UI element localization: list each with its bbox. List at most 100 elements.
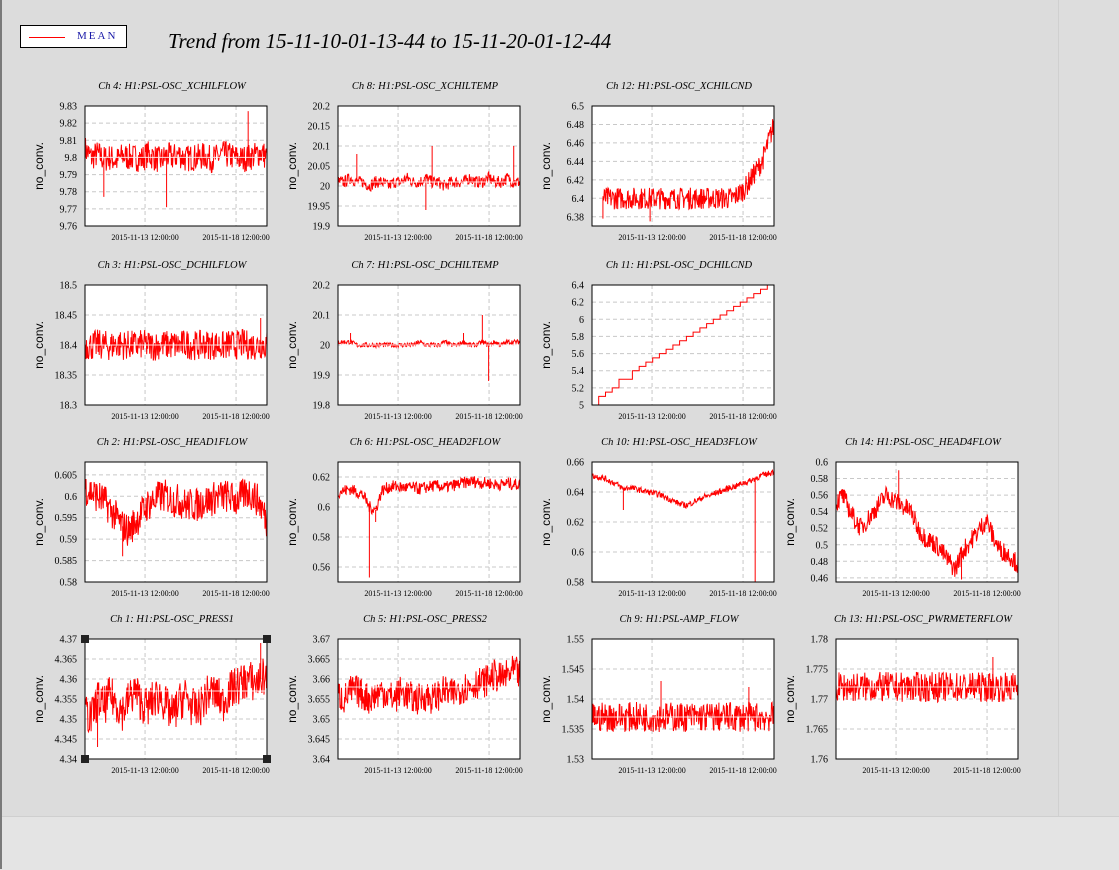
chart-panel: Ch 4: H1:PSL-OSC_XCHILFLOW 9.83 9.82 9.81 9.…	[32, 81, 270, 242]
x-tick-label: 2015-11-13 12:00:00	[111, 766, 178, 775]
series-line	[591, 701, 775, 733]
series-line	[337, 476, 521, 516]
y-axis-label: no_conv.	[285, 675, 299, 723]
selection-handle	[263, 635, 271, 643]
chart-title: Ch 9: H1:PSL-AMP_FLOW	[620, 614, 740, 625]
y-tick-label: 6.4	[572, 194, 585, 205]
y-tick-label: 0.585	[55, 556, 78, 567]
y-tick-label: 1.535	[562, 725, 585, 736]
x-tick-label: 2015-11-13 12:00:00	[111, 412, 178, 421]
series-line	[592, 284, 774, 406]
x-tick-label: 2015-11-13 12:00:00	[618, 766, 685, 775]
chart-title: Ch 7: H1:PSL-OSC_DCHILTEMP	[351, 260, 499, 271]
y-tick-label: 3.66	[313, 675, 331, 686]
x-tick-label: 2015-11-13 12:00:00	[862, 766, 929, 775]
y-tick-label: 1.53	[567, 755, 585, 766]
y-tick-label: 9.79	[60, 170, 78, 181]
x-tick-label: 2015-11-18 12:00:00	[202, 233, 269, 242]
y-tick-label: 20.1	[313, 311, 331, 322]
plot-area	[337, 461, 521, 583]
y-tick-label: 5	[579, 401, 584, 412]
chart-panel: Ch 14: H1:PSL-OSC_HEAD4FLOW 0.6 0.58 0.56 0.…	[783, 437, 1021, 598]
y-tick-label: 6.4	[572, 281, 585, 292]
plot-border	[337, 638, 521, 760]
y-tick-label: 20.2	[313, 102, 331, 113]
y-tick-label: 19.8	[313, 401, 331, 412]
y-tick-label: 6.42	[567, 175, 585, 186]
series-line	[84, 658, 268, 734]
y-tick-label: 0.58	[313, 533, 331, 544]
y-tick-label: 5.8	[572, 332, 585, 343]
y-tick-label: 20.2	[313, 281, 331, 292]
x-tick-label: 2015-11-13 12:00:00	[364, 766, 431, 775]
y-tick-label: 0.62	[567, 518, 585, 529]
y-tick-label: 0.48	[811, 557, 829, 568]
trend-plots: Ch 4: H1:PSL-OSC_XCHILFLOW9.839.829.819.…	[32, 81, 1021, 775]
plot-area	[591, 284, 775, 406]
y-tick-label: 0.58	[567, 578, 585, 589]
chart-panel: Ch 12: H1:PSL-OSC_XCHILCND 6.5 6.48 6.46 6.4…	[539, 81, 777, 242]
y-tick-label: 0.6	[65, 492, 78, 503]
page-title: Trend from 15-11-10-01-13-44 to 15-11-20…	[168, 29, 612, 53]
chart-panel: Ch 8: H1:PSL-OSC_XCHILTEMP 20.2 20.15 20.1 2…	[285, 81, 523, 242]
x-tick-label: 2015-11-18 12:00:00	[202, 412, 269, 421]
plot-border	[337, 105, 521, 227]
y-tick-label: 9.83	[60, 102, 78, 113]
y-axis-label: no_conv.	[285, 498, 299, 546]
x-tick-label: 2015-11-13 12:00:00	[364, 233, 431, 242]
y-tick-label: 18.45	[55, 311, 78, 322]
plot-border	[591, 284, 775, 406]
x-tick-label: 2015-11-18 12:00:00	[455, 589, 522, 598]
bottom-gutter	[0, 816, 1119, 870]
y-tick-label: 9.81	[60, 136, 78, 147]
y-tick-label: 4.36	[60, 675, 78, 686]
chart-title: Ch 4: H1:PSL-OSC_XCHILFLOW	[98, 81, 247, 92]
y-tick-label: 1.545	[562, 665, 585, 676]
x-tick-label: 2015-11-18 12:00:00	[455, 412, 522, 421]
y-tick-label: 20.1	[313, 142, 331, 153]
x-tick-label: 2015-11-18 12:00:00	[202, 766, 269, 775]
y-tick-label: 4.37	[60, 635, 78, 646]
chart-panel: Ch 2: H1:PSL-OSC_HEAD1FLOW 0.605 0.6 0.595 0…	[32, 437, 270, 598]
chart-title: Ch 2: H1:PSL-OSC_HEAD1FLOW	[97, 437, 249, 448]
plot-area	[84, 105, 268, 227]
series-line	[84, 328, 268, 361]
y-tick-label: 1.765	[806, 725, 829, 736]
series-line	[337, 170, 521, 192]
chart-title: Ch 14: H1:PSL-OSC_HEAD4FLOW	[845, 437, 1002, 448]
chart-panel: Ch 7: H1:PSL-OSC_DCHILTEMP 20.2 20.1 20 19.9…	[285, 260, 523, 421]
y-tick-label: 20	[320, 341, 330, 352]
chart-panel: Ch 3: H1:PSL-OSC_DCHILFLOW 18.5 18.45 18.4 1…	[32, 260, 270, 421]
y-tick-label: 0.46	[811, 573, 829, 584]
y-tick-label: 0.6	[318, 503, 331, 514]
y-tick-label: 6.46	[567, 138, 585, 149]
y-axis-label: no_conv.	[539, 142, 553, 190]
chart-panel: Ch 13: H1:PSL-OSC_PWRMETERFLOW 1.78 1.775 1…	[783, 614, 1021, 775]
chart-panel: Ch 9: H1:PSL-AMP_FLOW 1.55 1.545 1.54 1.535 1…	[539, 614, 777, 775]
y-tick-label: 9.77	[60, 204, 78, 215]
selection-handle	[81, 755, 89, 763]
y-tick-label: 3.67	[313, 635, 331, 646]
plot-area	[591, 105, 775, 227]
y-tick-label: 19.9	[313, 222, 331, 233]
x-tick-label: 2015-11-18 12:00:00	[709, 589, 776, 598]
y-axis-label: no_conv.	[539, 675, 553, 723]
series-line	[337, 655, 521, 715]
x-tick-label: 2015-11-18 12:00:00	[709, 412, 776, 421]
y-tick-label: 9.78	[60, 187, 78, 198]
y-tick-label: 6.48	[567, 120, 585, 131]
window-edge	[0, 816, 2, 869]
chart-panel: Ch 6: H1:PSL-OSC_HEAD2FLOW 0.62 0.6 0.58 0.5…	[285, 437, 523, 598]
x-tick-label: 2015-11-18 12:00:00	[953, 589, 1020, 598]
chart-title: Ch 3: H1:PSL-OSC_DCHILFLOW	[98, 260, 248, 271]
y-tick-label: 0.66	[567, 458, 585, 469]
plot-border	[84, 638, 268, 760]
y-tick-label: 18.35	[55, 371, 78, 382]
y-tick-label: 0.56	[313, 563, 331, 574]
y-tick-label: 1.54	[567, 695, 585, 706]
y-tick-label: 4.365	[55, 655, 78, 666]
chart-panel: Ch 1: H1:PSL-OSC_PRESS1 4.37 4.365 4.36 4.35…	[32, 614, 271, 775]
series-line	[591, 468, 775, 509]
x-tick-label: 2015-11-13 12:00:00	[111, 589, 178, 598]
y-tick-label: 20	[320, 182, 330, 193]
